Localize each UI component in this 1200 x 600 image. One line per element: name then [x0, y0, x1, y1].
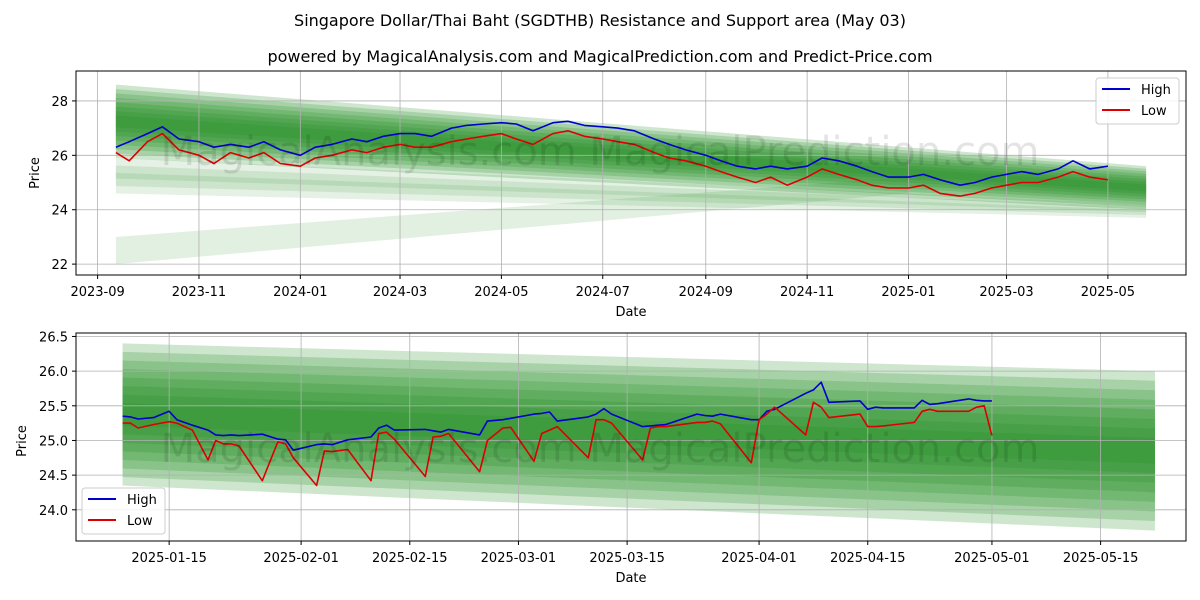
chart-title: Singapore Dollar/Thai Baht (SGDTHB) Resi… — [294, 11, 906, 30]
chart-subtitle: powered by MagicalAnalysis.com and Magic… — [267, 47, 932, 66]
top-x-tick-label: 2024-07 — [576, 285, 630, 300]
top-legend: High Low — [1095, 77, 1180, 125]
top-grid — [76, 71, 1186, 275]
top-legend-low-label: Low — [1141, 104, 1167, 119]
bottom-series-low-line — [122, 401, 993, 487]
bottom-x-ticks: 2025-01-15 2025-02-01 2025-02-15 2025-03-01… — [131, 541, 1138, 566]
top-x-axis-label: Date — [615, 305, 646, 320]
bottom-x-tick-label: 2025-02-01 — [263, 551, 339, 566]
bottom-x-tick-label: 2025-04-01 — [721, 551, 797, 566]
top-series-high-line — [115, 120, 1109, 186]
top-x-ticks: 2023-09 2023-11 2024-01 2024-03 2024-05 2024-… — [70, 275, 1135, 300]
top-band-resistance-layer — [115, 84, 1147, 210]
top-chart-panel: MagicalAnalysis.com MagicalPrediction.co… — [28, 70, 1187, 320]
bottom-x-tick-label: 2025-03-01 — [481, 551, 557, 566]
top-x-tick-label: 2024-11 — [780, 285, 834, 300]
bottom-y-ticks: 24.0 24.5 25.0 25.5 26.0 26.5 — [39, 330, 76, 519]
bottom-band-resistance-layer — [122, 343, 1155, 531]
bottom-band-resistance-layer — [122, 377, 1155, 493]
top-x-tick-label: 2024-01 — [273, 285, 327, 300]
top-band-resistance-layer — [115, 97, 1147, 202]
bottom-x-tick-label: 2025-05-01 — [954, 551, 1030, 566]
top-x-tick-label: 2023-09 — [70, 285, 124, 300]
top-band-support-outer-layer — [115, 172, 1147, 213]
top-y-tick-label: 28 — [51, 95, 68, 110]
bottom-x-tick-label: 2025-02-15 — [372, 551, 448, 566]
top-x-tick-label: 2024-09 — [679, 285, 733, 300]
top-series-low-line — [115, 130, 1109, 197]
top-band-support-outer-layer — [115, 158, 1147, 218]
top-band-resistance-layer — [115, 102, 1147, 200]
bottom-series — [122, 381, 993, 487]
top-band-resistance-layer — [115, 111, 1147, 195]
bottom-series-high-line — [122, 381, 992, 452]
bottom-grid — [76, 333, 1186, 541]
bottom-band-resistance-layer — [122, 394, 1155, 474]
top-y-ticks: 22 24 26 28 — [51, 95, 76, 273]
top-x-tick-label: 2025-03 — [979, 285, 1033, 300]
top-series — [115, 120, 1109, 197]
top-y-tick-label: 24 — [51, 204, 68, 219]
top-y-axis-label: Price — [28, 157, 43, 189]
bottom-x-tick-label: 2025-03-15 — [589, 551, 665, 566]
bottom-y-tick-label: 25.0 — [39, 434, 68, 449]
bottom-y-axis-label: Price — [15, 425, 30, 457]
bottom-watermark: MagicalAnalysis.com MagicalPrediction.co… — [161, 426, 1040, 472]
bottom-bands — [122, 343, 1155, 531]
top-watermark: MagicalAnalysis.com MagicalPrediction.co… — [161, 129, 1040, 175]
bottom-legend: High Low — [81, 487, 166, 535]
bottom-y-tick-label: 26.5 — [39, 330, 68, 345]
bottom-legend-low-label: Low — [127, 514, 153, 529]
bottom-plot-frame — [75, 332, 1187, 542]
bottom-x-tick-label: 2025-04-15 — [830, 551, 906, 566]
top-legend-high-label: High — [1141, 83, 1171, 98]
bottom-band-resistance-layer — [122, 351, 1155, 522]
top-y-tick-label: 22 — [51, 258, 68, 273]
bottom-x-tick-label: 2025-05-15 — [1063, 551, 1139, 566]
bottom-band-resistance-layer — [122, 360, 1155, 512]
top-band-resistance-layer — [115, 106, 1147, 197]
bottom-band-resistance-layer — [122, 403, 1155, 464]
bottom-x-axis-label: Date — [615, 571, 646, 586]
top-x-tick-label: 2024-05 — [474, 285, 528, 300]
top-band-support-outer-layer — [115, 165, 1147, 216]
bottom-x-tick-label: 2025-01-15 — [131, 551, 207, 566]
bottom-y-tick-label: 25.5 — [39, 400, 68, 415]
top-plot-frame — [75, 70, 1187, 276]
top-x-tick-label: 2025-05 — [1081, 285, 1135, 300]
top-band-support-faint-layer — [115, 177, 909, 265]
bottom-band-resistance-layer — [122, 386, 1155, 483]
bottom-band-resistance-layer — [122, 368, 1155, 502]
top-band-resistance-layer — [115, 115, 1147, 192]
bottom-y-tick-label: 24.0 — [39, 504, 68, 519]
top-y-tick-label: 26 — [51, 149, 68, 164]
top-x-tick-label: 2023-11 — [172, 285, 226, 300]
bottom-legend-high-label: High — [127, 493, 157, 508]
bottom-y-tick-label: 24.5 — [39, 469, 68, 484]
top-x-tick-label: 2024-03 — [373, 285, 427, 300]
top-x-tick-label: 2025-01 — [881, 285, 935, 300]
bottom-chart-panel: MagicalAnalysis.com MagicalPrediction.co… — [15, 330, 1187, 586]
top-bands — [115, 84, 1147, 265]
bottom-y-tick-label: 26.0 — [39, 365, 68, 380]
